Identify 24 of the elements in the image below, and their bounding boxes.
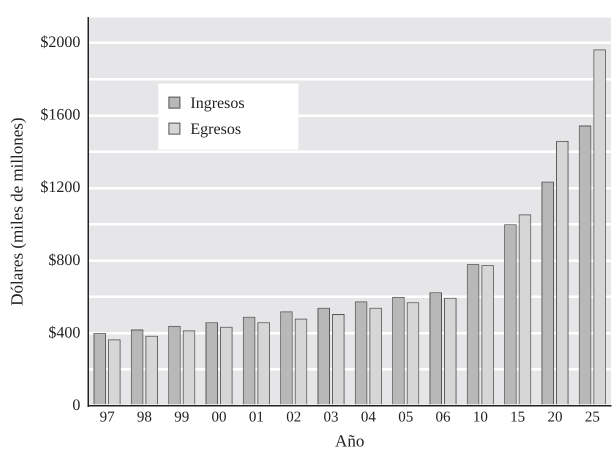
y-tick-label: 0 [72,396,80,414]
x-tick-label: 03 [324,410,339,426]
x-tick-label: 00 [212,410,227,426]
x-tick-label: 04 [360,410,376,426]
x-tick-label: 25 [584,410,600,426]
x-tick-label: 02 [286,410,302,426]
x-tick-label: 01 [248,410,264,426]
x-tick-label: 10 [472,410,488,426]
x-tick-label: 99 [174,410,190,426]
y-tick-label: $400 [48,324,80,342]
y-axis-title: Dólares (miles de millones) [8,117,27,306]
x-tick-label: 05 [398,410,414,426]
legend-label: Ingresos [190,94,245,112]
y-tick-label: $1200 [40,179,80,196]
x-tick-label: 20 [548,410,563,426]
y-tick-label: $800 [48,252,80,269]
legend-label: Egresos [190,120,242,138]
x-tick-label: 15 [510,410,526,426]
x-tick-label: 98 [136,410,152,426]
y-tick-label: $2000 [40,34,80,52]
y-tick-label: $1600 [40,106,80,124]
x-tick-label: 06 [436,410,452,426]
x-tick-label: 97 [100,410,116,426]
x-axis-title: Año [335,431,364,450]
